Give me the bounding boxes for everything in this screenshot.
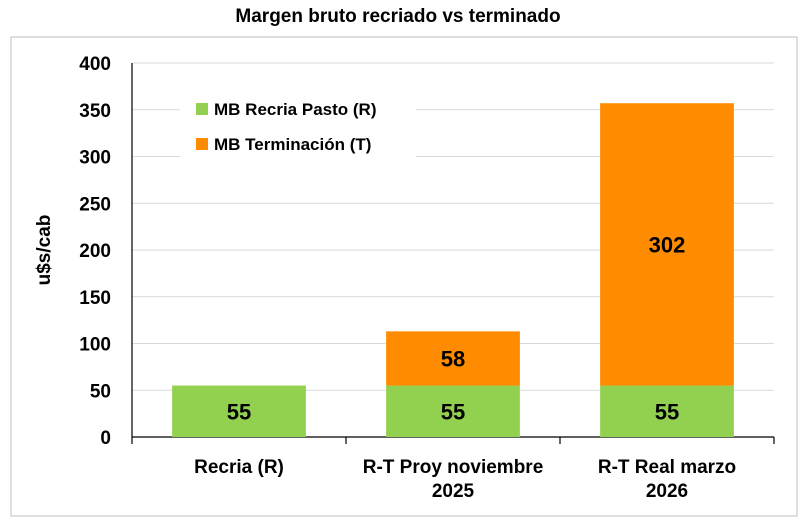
x-tick-label: Recria (R) [194,457,284,478]
bar-segment [600,103,734,386]
y-axis-label: u$s/cab [34,215,55,286]
y-tick-labels: 0 50 100 150 200 250 300 350 400 [79,54,111,449]
y-tick-label: 200 [79,241,111,262]
data-label: 55 [655,399,679,424]
legend-label: MB Terminación (T) [214,135,371,154]
data-label: 55 [227,399,251,424]
x-tick-label: 2026 [646,481,688,502]
legend-swatch [196,103,208,115]
x-tick-label: R-T Proy noviembre [363,457,544,478]
bar-segment [172,385,306,437]
data-labels: 55 55 58 55 302 [227,232,686,424]
bar-segment [386,331,520,386]
chart-title: Margen bruto recriado vs terminado [235,6,560,27]
legend-swatch [196,138,208,150]
x-tick-label: R-T Real marzo [598,457,736,478]
legend-box [180,90,416,158]
y-tick-label: 300 [79,148,111,169]
bars [172,103,734,437]
y-tick-label: 250 [79,194,111,215]
y-tick-label: 350 [79,101,111,122]
y-tick-label: 150 [79,288,111,309]
y-tick-label: 0 [100,428,111,449]
y-tick-label: 100 [79,335,111,356]
bar-segment [386,385,520,437]
legend-label: MB Recria Pasto (R) [214,100,376,119]
data-label: 302 [649,232,686,257]
x-tick-labels: Recria (R) R-T Proy noviembre 2025 R-T Real… [194,457,736,502]
y-tick-label: 50 [90,381,111,402]
data-label: 55 [441,399,465,424]
data-label: 58 [441,346,465,371]
y-tick-label: 400 [79,54,111,75]
x-tick-label: 2025 [432,481,475,502]
legend: MB Recria Pasto (R) MB Terminación (T) [180,90,416,158]
bar-segment [600,385,734,437]
